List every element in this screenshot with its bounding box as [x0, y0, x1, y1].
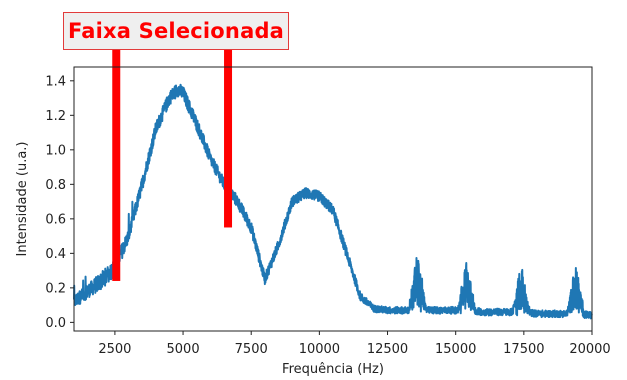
y-tick-label: 0.2 — [45, 281, 66, 296]
x-tick-label: 7500 — [235, 342, 268, 357]
y-tick-label: 0.6 — [45, 212, 66, 227]
y-tick-label: 1.2 — [45, 109, 66, 124]
annotation-box: Faixa Selecionada — [63, 12, 289, 50]
annotation-label: Faixa Selecionada — [67, 19, 285, 43]
x-tick-label: 10000 — [299, 342, 340, 357]
band-end-marker — [224, 50, 233, 228]
x-axis-label: Frequência (Hz) — [282, 362, 384, 377]
x-tick-label: 2500 — [98, 342, 131, 357]
plot-frame — [73, 66, 593, 332]
signal-line-group — [73, 83, 593, 320]
x-tick-label: 17500 — [503, 342, 544, 357]
x-tick-label: 12500 — [367, 342, 408, 357]
signal-line — [73, 83, 593, 320]
plot-area — [74, 67, 592, 331]
y-tick-label: 0.4 — [45, 247, 66, 262]
y-axis-label: Intensidade (u.a.) — [15, 141, 30, 256]
y-axis-ticks: 0.0 0.2 0.4 0.6 0.8 1.0 1.2 1.4 — [45, 74, 74, 331]
x-tick-label: 15000 — [435, 342, 476, 357]
band-markers — [112, 50, 233, 281]
y-tick-label: 0.8 — [45, 178, 66, 193]
y-tick-label: 1.4 — [45, 74, 66, 89]
band-start-marker — [112, 50, 121, 281]
x-tick-label: 20000 — [569, 342, 610, 357]
x-axis-ticks: 2500 5000 7500 10000 12500 15000 17500 20000 — [98, 331, 611, 357]
x-tick-label: 5000 — [167, 342, 200, 357]
y-tick-label: 0.0 — [45, 316, 66, 331]
y-tick-label: 1.0 — [45, 143, 66, 158]
